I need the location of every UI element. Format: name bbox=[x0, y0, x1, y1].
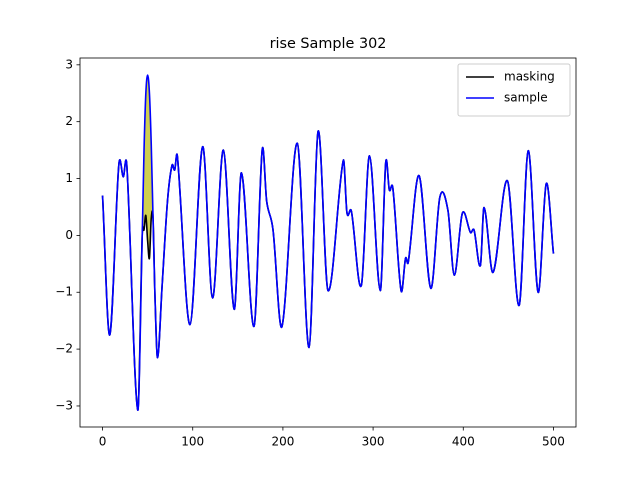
y-tick-label: −2 bbox=[55, 342, 73, 356]
y-tick-label: 0 bbox=[65, 228, 73, 242]
y-tick-label: −3 bbox=[55, 398, 73, 412]
y-tick-label: −1 bbox=[55, 285, 73, 299]
x-tick-label: 100 bbox=[181, 435, 204, 449]
line bbox=[101, 74, 555, 411]
chart-title: rise Sample 302 bbox=[270, 36, 387, 52]
x-tick-label: 0 bbox=[99, 435, 107, 449]
y-tick-label: 1 bbox=[65, 171, 73, 185]
y-tick-label: 2 bbox=[65, 114, 73, 128]
legend-label: sample bbox=[504, 91, 548, 105]
x-tick-label: 500 bbox=[542, 435, 565, 449]
x-tick-label: 400 bbox=[452, 435, 475, 449]
y-tick-label: 3 bbox=[65, 57, 73, 71]
x-tick-label: 200 bbox=[271, 435, 294, 449]
plot-frame bbox=[79, 57, 577, 428]
legend-label: masking bbox=[504, 70, 555, 84]
x-tick-label: 300 bbox=[362, 435, 385, 449]
